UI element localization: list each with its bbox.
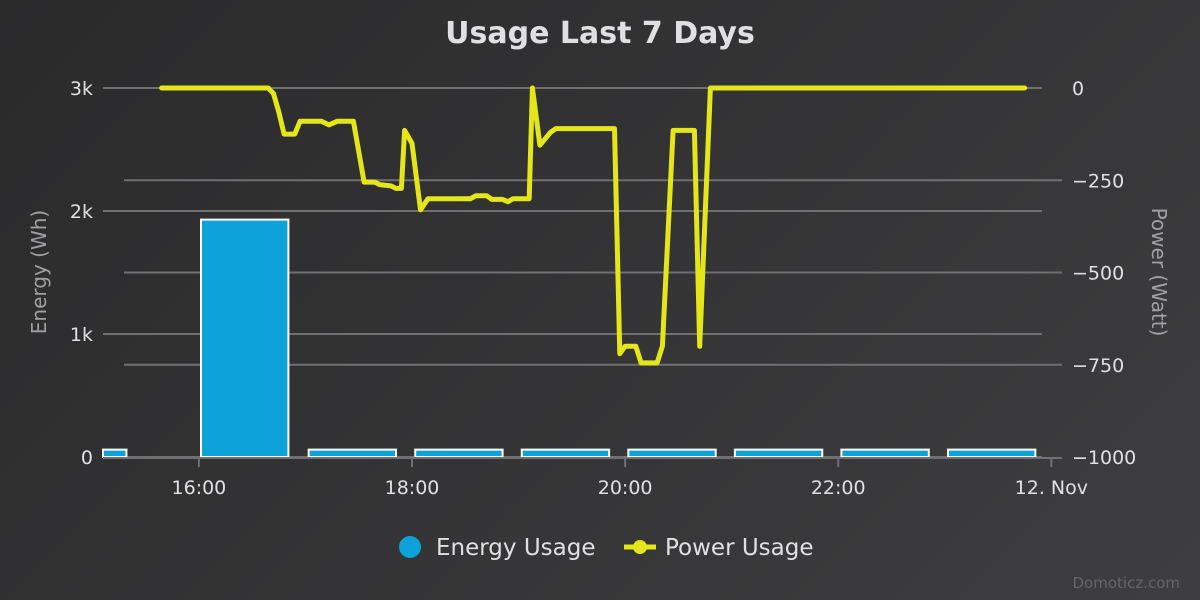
energy-bar[interactable] [520, 448, 611, 458]
y-right-tick-label: −500 [1072, 263, 1124, 285]
credits[interactable]: Domoticz.com [1073, 574, 1181, 592]
x-tick-label: 12. Nov [1015, 477, 1088, 499]
power-legend-marker [633, 540, 647, 554]
y-left-tick-label: 1k [70, 324, 93, 346]
y-right-tick-label: 0 [1072, 78, 1084, 100]
y-right-tick-label: −1000 [1072, 447, 1136, 469]
y-axis-right: 0 −250 −500 −750 −1000 [1072, 78, 1136, 469]
energy-bar[interactable] [200, 218, 290, 458]
legend: Energy Usage Power Usage [399, 535, 814, 561]
y-axis-left: 0 1k 2k 3k [70, 78, 93, 469]
y-left-tick-label: 0 [81, 447, 93, 469]
chart-title: Usage Last 7 Days [445, 16, 755, 51]
y-left-tick-label: 3k [70, 78, 93, 100]
energy-bar[interactable] [307, 448, 398, 458]
x-tick-label: 20:00 [598, 477, 653, 499]
y-left-tick-label: 2k [70, 201, 93, 223]
power-line[interactable] [159, 85, 1028, 366]
x-axis: 16:00 18:00 20:00 22:00 12. Nov [103, 457, 1088, 499]
energy-bar[interactable] [627, 448, 717, 458]
y-axis-right-title: Power (Watt) [1147, 208, 1171, 337]
x-tick-label: 16:00 [172, 477, 227, 499]
energy-bar[interactable] [733, 448, 824, 458]
energy-bar[interactable] [102, 448, 128, 458]
legend-item-energy[interactable]: Energy Usage [399, 535, 596, 561]
y-right-tick-label: −750 [1072, 355, 1124, 377]
energy-legend-marker [399, 536, 421, 558]
power-line-group [159, 85, 1028, 366]
legend-label-power: Power Usage [665, 535, 814, 561]
energy-bar[interactable] [840, 448, 930, 458]
energy-bar[interactable] [414, 448, 504, 458]
legend-item-power[interactable]: Power Usage [624, 535, 814, 561]
energy-bars [102, 218, 1037, 458]
x-tick-label: 18:00 [385, 477, 440, 499]
legend-label-energy: Energy Usage [436, 535, 596, 561]
y-axis-left-title: Energy (Wh) [27, 210, 51, 334]
y-right-tick-label: −250 [1072, 170, 1124, 192]
x-tick-label: 22:00 [811, 477, 866, 499]
energy-bar[interactable] [946, 448, 1037, 458]
